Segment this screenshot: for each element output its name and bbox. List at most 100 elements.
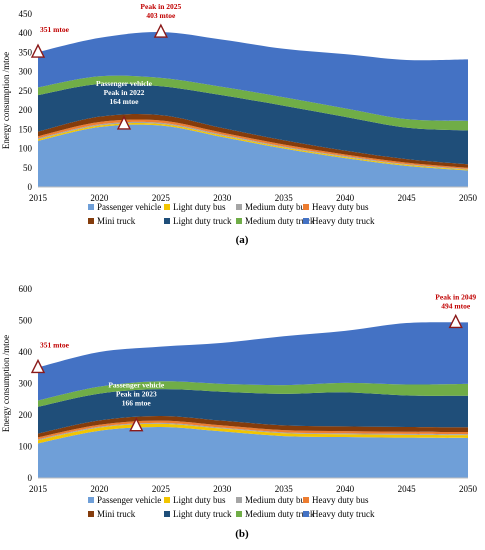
x-tick-label: 2040 [336,484,355,494]
legend-swatch [303,218,309,224]
peak-marker [448,313,463,329]
annotation-label: Peak in 2022 [104,88,145,97]
legend-swatch [164,511,170,517]
annotation-label: Peak in 2049 [435,292,476,301]
y-tick-label: 250 [19,86,33,96]
legend-swatch [303,511,309,517]
annotation-label: Peak in 2025 [140,2,181,11]
x-tick-label: 2040 [336,193,355,203]
chart-panel-a: 0 50 100 150 200 250 300 350 400 450 2015 2020 2025 2… [1,2,478,246]
legend-label: Medium duty truck [245,216,315,226]
x-tick-label: 2020 [90,484,109,494]
annotation-label: Passenger vehicle [96,79,153,88]
y-tick-label: 200 [19,105,33,115]
legend-label: Light duty bus [173,495,226,505]
y-tick-label: 100 [19,144,33,154]
area-mini-truck [38,415,468,438]
legend-swatch [236,511,242,517]
legend-label: Mini truck [97,216,136,226]
x-tick-label: 2025 [152,193,171,203]
y-tick-label: 400 [19,347,33,357]
legend-label: Light duty truck [173,509,232,519]
x-tick-label: 2035 [275,484,294,494]
x-tick-label: 2015 [29,484,48,494]
legend: Passenger vehicle Light duty bus Medium du… [88,495,375,519]
y-tick-label: 200 [19,410,33,420]
y-tick-label: 0 [28,182,33,192]
area-light-duty-bus [38,423,468,444]
legend-swatch [303,497,309,503]
y-tick-label: 500 [19,316,33,326]
y-tick-label: 50 [23,163,33,173]
legend-swatch [303,204,309,210]
x-tick-label: 2030 [213,193,232,203]
legend-swatch [236,218,242,224]
legend: Passenger vehicle Light duty bus Medium du… [88,202,375,226]
legend-label: Light duty bus [173,202,226,212]
x-tick-label: 2050 [459,484,478,494]
legend-swatch [236,204,242,210]
legend-label: Heavy duty bus [312,495,369,505]
x-tick-label: 2035 [275,193,294,203]
area-passenger-vehicle [38,426,468,478]
legend-label: Heavy duty truck [312,509,375,519]
x-tick-label: 2045 [398,484,417,494]
annotation-label: 403 mtoe [146,11,176,20]
y-axis-label: Energy consumption /mtoe [1,52,11,149]
peak-marker [153,23,168,38]
peak-marker [116,115,132,130]
legend-swatch [88,218,94,224]
panel-label: (b) [235,528,249,540]
area-medium-duty-truck [38,381,468,407]
x-tick-label: 2045 [398,193,417,203]
y-tick-label: 100 [19,442,33,452]
annotation-label: 494 mtoe [441,301,471,310]
annotation-label: 166 mtoe [122,399,152,408]
legend-label: Medium duty truck [245,509,315,519]
legend-label: Heavy duty truck [312,216,375,226]
area-light-duty-truck [38,83,468,165]
x-tick-label: 2025 [152,484,171,494]
y-tick-label: 350 [19,47,33,57]
legend-swatch [164,497,170,503]
legend-swatch [164,218,170,224]
legend-swatch [88,497,94,503]
y-tick-label: 300 [19,67,33,77]
legend-swatch [164,204,170,210]
area-passenger-vehicle [38,124,468,187]
annotation-label: Peak in 2023 [116,390,157,399]
x-tick-label: 2020 [90,193,109,203]
y-axis-label: Energy consumption /mtoe [1,335,11,432]
y-tick-label: 300 [19,379,33,389]
area-light-duty-truck [38,389,468,434]
peak-marker [129,417,144,432]
annotation-label: Passenger vehicle [108,381,165,390]
area-heavy-duty-truck [38,322,468,401]
legend-swatch [88,204,94,210]
legend-label: Medium duty bus [245,202,309,212]
panel-label: (a) [236,234,249,246]
y-tick-label: 0 [28,473,33,483]
legend-swatch [88,511,94,517]
chart-panel-b: 0 100 200 300 400 500 600 2015 2020 2025 2030 2035 2… [1,284,478,540]
annotation-label: 351 mtoe [40,340,70,349]
annotation-label: 351 mtoe [40,25,70,34]
peak-marker [30,358,46,374]
legend-label: Passenger vehicle [97,202,161,212]
peak-marker [30,43,46,58]
y-tick-label: 150 [19,124,33,134]
y-tick-label: 450 [19,9,33,19]
legend-label: Passenger vehicle [97,495,161,505]
area-heavy-duty-bus [38,420,468,440]
x-tick-label: 2050 [459,193,478,203]
legend-label: Light duty truck [173,216,232,226]
x-tick-label: 2030 [213,484,232,494]
legend-swatch [236,497,242,503]
legend-label: Mini truck [97,509,136,519]
annotation-label: 164 mtoe [110,97,140,106]
area-mini-truck [38,114,468,168]
legend-label: Medium duty bus [245,495,309,505]
y-tick-label: 400 [19,28,33,38]
area-medium-duty-truck [38,75,468,131]
